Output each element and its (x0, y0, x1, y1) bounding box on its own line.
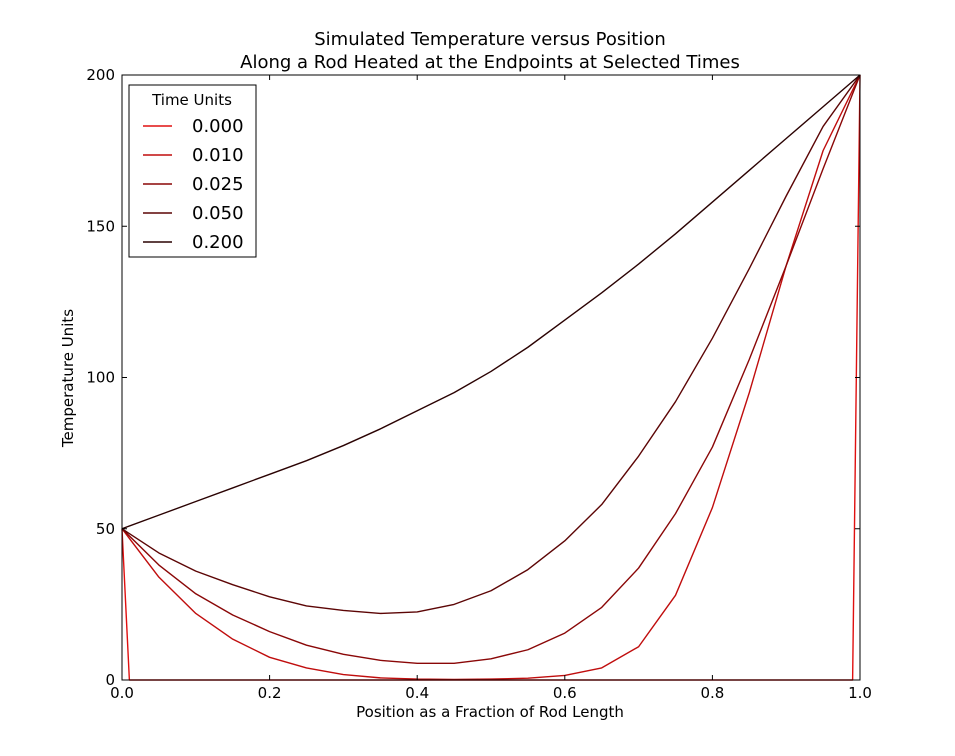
chart-title-line-2: Along a Rod Heated at the Endpoints at S… (240, 52, 740, 73)
chart-title-line-1: Simulated Temperature versus Position (314, 29, 666, 50)
series-line-3 (121, 74, 861, 615)
chart-title: Simulated Temperature versus Position Al… (240, 29, 740, 73)
legend-label: 0.000 (192, 116, 244, 137)
legend: Time Units 0.000 0.010 0.025 0.050 0.200 (128, 84, 257, 258)
axis-ticks: 0.0 0.2 0.4 0.6 0.8 1.0 0 50 100 150 200 (86, 66, 872, 702)
x-axis-label: Position as a Fraction of Rod Length (356, 703, 624, 721)
y-axis-label: Temperature Units (59, 309, 77, 448)
y-tick-label: 50 (96, 520, 115, 538)
x-tick-label: 0.6 (553, 684, 577, 702)
x-tick-label: 1.0 (848, 684, 872, 702)
x-tick-label: 0.0 (110, 684, 134, 702)
x-tick-label: 0.8 (700, 684, 724, 702)
legend-box (128, 84, 257, 258)
y-tick-label: 100 (86, 369, 115, 387)
legend-entry-2: 0.025 (143, 174, 244, 195)
series-line-4 (121, 74, 861, 530)
legend-entries: 0.000 0.010 0.025 0.050 0.200 (143, 116, 244, 253)
x-tick-label: 0.2 (258, 684, 282, 702)
y-tick-label: 150 (86, 217, 115, 235)
legend-label: 0.050 (192, 203, 244, 224)
x-tick-label: 0.4 (405, 684, 429, 702)
legend-title: Time Units (151, 91, 232, 109)
legend-entry-3: 0.050 (143, 203, 244, 224)
y-tick-label: 0 (105, 671, 115, 689)
legend-label: 0.200 (192, 232, 244, 253)
series-line-1 (121, 74, 861, 681)
legend-entry-0: 0.000 (143, 116, 244, 137)
series-layer (121, 74, 861, 681)
legend-label: 0.025 (192, 174, 244, 195)
y-tick-label: 200 (86, 66, 115, 84)
series-line-2 (121, 74, 861, 665)
plot-area-frame (121, 74, 861, 681)
legend-label: 0.010 (192, 145, 244, 166)
legend-entry-1: 0.010 (143, 145, 244, 166)
legend-entry-4: 0.200 (143, 232, 244, 253)
